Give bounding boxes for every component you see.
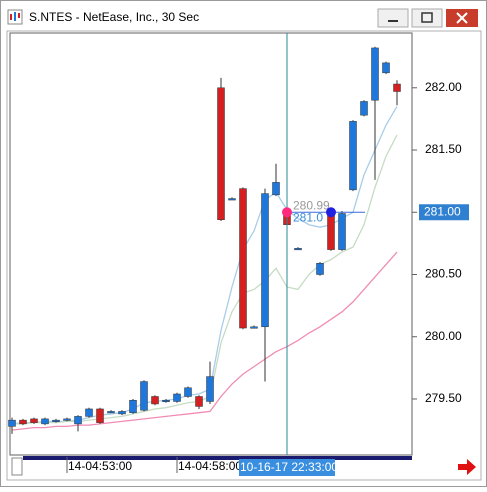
y-tick-label: 280.00 xyxy=(425,329,462,343)
scroll-arrow[interactable] xyxy=(458,459,476,475)
candle-body xyxy=(272,182,280,196)
candle-body xyxy=(184,387,192,397)
candle-body xyxy=(294,248,302,251)
candle-body xyxy=(371,47,379,101)
candle-body xyxy=(8,419,16,427)
y-tick-label: 282.00 xyxy=(425,80,462,94)
candle-body xyxy=(173,393,181,402)
crosshair-marker xyxy=(282,207,292,218)
candle-body xyxy=(41,418,49,425)
y-tick-label: 281.50 xyxy=(425,142,462,156)
crosshair-time-label: 10-16-17 22:33:00 xyxy=(240,460,338,474)
candle-body xyxy=(206,376,214,402)
candle-body xyxy=(118,411,126,415)
candle-body xyxy=(162,399,170,402)
candle-body xyxy=(382,62,390,74)
candle-body xyxy=(195,396,203,407)
candle-body xyxy=(239,188,247,329)
candle-body xyxy=(74,416,82,425)
y-tick-label: 280.50 xyxy=(425,267,462,281)
candle-body xyxy=(349,121,357,191)
scroll-bar[interactable] xyxy=(23,456,412,460)
crosshair-price-label: 281.00 xyxy=(424,204,461,218)
cursor-label: 281.0 xyxy=(293,210,323,224)
candle-body xyxy=(107,411,115,414)
candle-body xyxy=(52,419,60,422)
candle-body xyxy=(96,408,104,423)
candle-body xyxy=(140,381,148,411)
candle-body xyxy=(129,399,137,413)
y-tick-label: 279.50 xyxy=(425,391,462,405)
candle-body xyxy=(228,198,236,201)
window-title: S.NTES - NetEase, Inc., 30 Sec xyxy=(29,10,199,24)
crosshair-marker xyxy=(326,207,336,218)
candle-body xyxy=(63,418,71,421)
crosshair-price-box xyxy=(419,204,469,221)
maximize-button[interactable] xyxy=(411,8,443,28)
candle-body xyxy=(250,326,258,329)
candle-body xyxy=(151,396,159,405)
candle-body xyxy=(217,87,225,220)
crosshair-time-box xyxy=(239,459,335,476)
minimize-button[interactable] xyxy=(377,8,409,28)
candle-body xyxy=(261,193,269,328)
cursor-label: 280.99 xyxy=(293,198,330,212)
x-tick-label: 14-04:53:00 xyxy=(68,459,132,473)
app-icon xyxy=(7,9,23,25)
scroll-box[interactable] xyxy=(11,457,23,476)
candle-body xyxy=(19,419,27,425)
candle-body xyxy=(316,263,324,275)
candle-body xyxy=(85,408,93,417)
close-button[interactable] xyxy=(446,9,478,27)
candle-body xyxy=(327,213,335,250)
candle-body xyxy=(30,418,38,423)
x-tick-label: 14-04:58:00 xyxy=(178,459,242,473)
moving-average xyxy=(11,251,398,431)
candle-body xyxy=(338,213,346,250)
candle-body xyxy=(360,101,368,116)
candle-body xyxy=(393,83,401,92)
